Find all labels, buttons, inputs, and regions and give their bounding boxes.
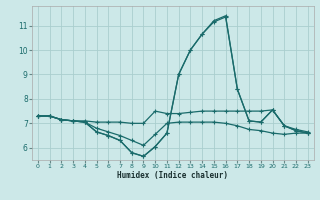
X-axis label: Humidex (Indice chaleur): Humidex (Indice chaleur): [117, 171, 228, 180]
